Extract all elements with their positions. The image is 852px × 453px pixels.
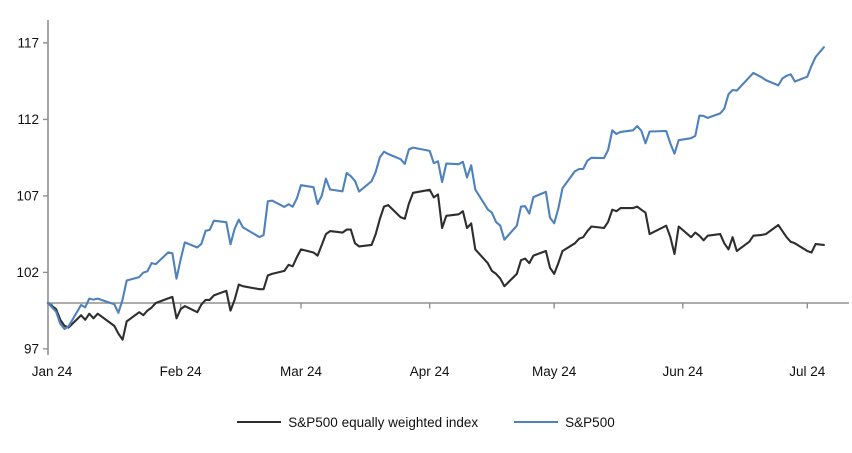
- x-axis-label: Feb 24: [160, 364, 203, 379]
- equal-weight-line-swatch: [237, 420, 282, 424]
- y-axis-label: 112: [17, 112, 39, 127]
- x-axis-label: May 24: [532, 364, 577, 379]
- y-axis-label: 102: [16, 265, 39, 280]
- y-axis-label: 117: [17, 36, 39, 51]
- y-axis-label: 97: [24, 342, 39, 357]
- legend-item-sp500: S&P500: [514, 415, 615, 430]
- chart-legend: S&P500 equally weighted index S&P500: [0, 409, 852, 435]
- sp500-line-swatch: [514, 420, 559, 424]
- y-axis-label: 107: [16, 189, 39, 204]
- legend-label-sp500: S&P500: [565, 414, 615, 430]
- legend-item-equal-weight: S&P500 equally weighted index: [237, 415, 478, 430]
- equal-weight-series-line: [46, 188, 825, 341]
- x-axis-label: Jun 24: [663, 364, 704, 379]
- x-axis-label: Jan 24: [32, 364, 73, 379]
- sp500-series-line: [46, 46, 825, 331]
- x-axis-label: Mar 24: [280, 364, 323, 379]
- x-axis-label: Apr 24: [410, 364, 450, 379]
- x-axis-label: Jul 24: [789, 364, 826, 379]
- legend-label-equal-weight: S&P500 equally weighted index: [288, 414, 479, 430]
